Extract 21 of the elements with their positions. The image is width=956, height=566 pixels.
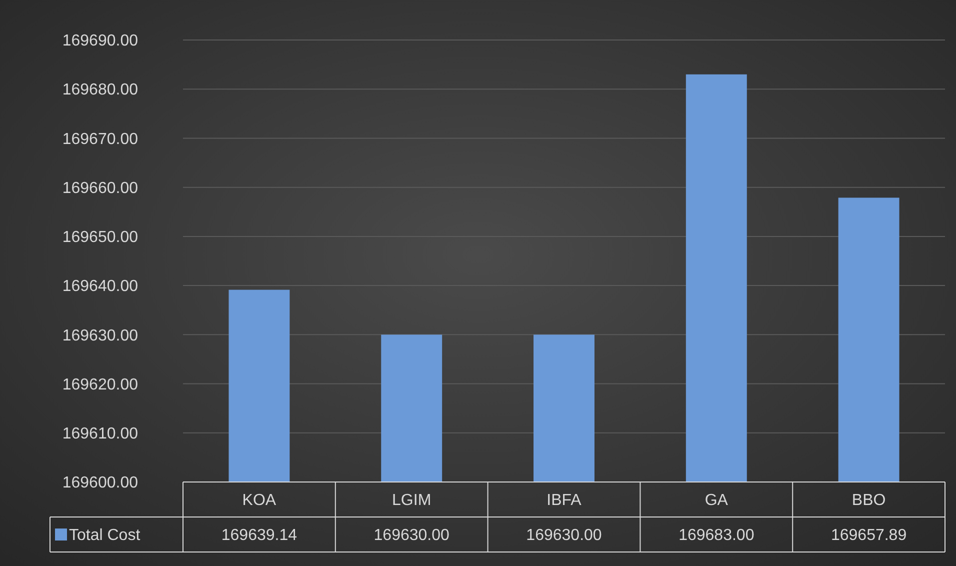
data-label: 169639.14	[221, 527, 298, 544]
x-tick-label: KOA	[242, 492, 276, 510]
y-tick-label: 169680.00	[62, 82, 138, 99]
x-tick-label: GA	[704, 492, 728, 510]
y-tick-label: 169690.00	[62, 32, 138, 50]
y-tick-label: 169630.00	[62, 327, 138, 344]
x-tick-label: BBO	[852, 492, 886, 510]
x-tick-label: LGIM	[392, 492, 432, 510]
x-tick-label: IBFA	[546, 492, 582, 510]
y-tick-label: 169670.00	[62, 130, 138, 148]
legend-label: Total Cost	[69, 527, 141, 544]
data-label: 169657.89	[830, 527, 907, 544]
data-label: 169630.00	[374, 527, 450, 544]
y-tick-label: 169620.00	[62, 376, 138, 394]
y-tick-label: 169660.00	[62, 180, 138, 197]
data-label: 169683.00	[678, 527, 754, 544]
y-tick-label: 169600.00	[62, 474, 138, 492]
data-label: 169630.00	[526, 527, 602, 544]
y-tick-label: 169640.00	[62, 278, 138, 296]
y-tick-label: 169610.00	[62, 425, 138, 442]
y-tick-label: 169650.00	[62, 229, 138, 246]
